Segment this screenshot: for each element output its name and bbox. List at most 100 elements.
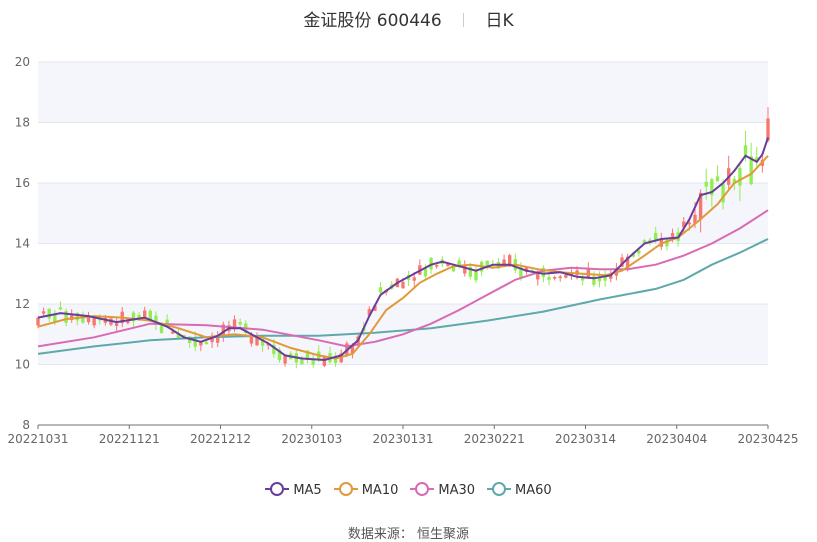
candle-body [536, 271, 540, 280]
chart-title: 金证股份 600446 日K [0, 6, 817, 31]
legend-item-ma10[interactable]: MA10 [333, 482, 399, 498]
grid-band [38, 183, 768, 244]
candle-body [75, 313, 79, 321]
grid-band [38, 62, 768, 123]
candle-body [463, 264, 467, 274]
data-source: 数据来源： 恒生聚源 [347, 527, 470, 542]
legend-swatch-icon [333, 482, 358, 496]
candle-body [429, 257, 433, 270]
candle-body [204, 341, 209, 345]
candle-body [581, 277, 585, 281]
candle-body [435, 265, 439, 267]
candle-body [311, 359, 315, 365]
candle-body [210, 335, 214, 343]
candle-body [457, 260, 461, 266]
candle-body [732, 178, 736, 184]
candle-body [502, 259, 506, 266]
candle-body [81, 317, 85, 323]
stock-name: 金证股份 [303, 11, 372, 31]
ma-line-ma10 [37, 155, 769, 360]
legend-item-ma30[interactable]: MA30 [410, 482, 475, 498]
candle-body [182, 335, 186, 337]
candle-body [378, 287, 383, 293]
candlestick-chart: 8 10 12 14 16 18 20 20221031 20221121 20221212 202… [7, 55, 798, 446]
candle-body [148, 310, 152, 321]
candle-body [238, 322, 242, 325]
y-tick-label: 10 [15, 358, 30, 372]
candle-body [665, 239, 669, 247]
x-tick-label: 20221212 [190, 432, 251, 446]
candle-body [47, 308, 51, 319]
x-tick-label: 20221031 [7, 432, 68, 446]
candle-body [474, 269, 478, 281]
candle-body [333, 358, 338, 363]
candle-body [485, 260, 489, 268]
candle-body [255, 336, 259, 346]
legend-swatch-icon [487, 482, 512, 496]
candle-body [193, 337, 197, 347]
x-tick-label: 20230221 [464, 432, 525, 446]
y-tick-label: 16 [15, 176, 30, 190]
candle-body [283, 356, 287, 364]
candle-body [547, 276, 551, 280]
legend-item-ma60[interactable]: MA60 [487, 482, 552, 498]
candle-body [41, 311, 46, 314]
candle-body [350, 345, 355, 354]
ma-line-ma60 [37, 238, 769, 355]
candle-body [446, 263, 450, 266]
candle-body [159, 322, 164, 334]
y-tick-label: 12 [15, 297, 30, 311]
candle-body [131, 312, 136, 322]
candle-body [682, 221, 686, 228]
legend-label: MA10 [361, 483, 399, 498]
candle-body [687, 222, 692, 225]
grid-layer [38, 61, 768, 426]
candle-body [64, 311, 68, 323]
candle-body [715, 176, 720, 182]
candle-body [451, 266, 456, 272]
y-tick-label: 14 [15, 237, 30, 251]
candle-body [693, 214, 697, 224]
legend-item-ma5[interactable]: MA5 [265, 482, 322, 498]
candle-body [698, 192, 703, 220]
candle-body [373, 305, 377, 311]
candle-body [710, 179, 714, 196]
ma-line-ma5 [37, 137, 769, 362]
title-divider [463, 13, 465, 27]
candle-body [625, 256, 630, 269]
candle-body [468, 266, 473, 277]
candle-body [524, 266, 529, 272]
y-tick-label: 20 [15, 55, 30, 69]
candle-body [552, 277, 557, 279]
candle-body [766, 118, 770, 141]
x-tick-label: 20230131 [372, 432, 433, 446]
legend-label: MA5 [293, 483, 322, 498]
legend-swatch-icon [265, 482, 290, 496]
axis-layer: 8 10 12 14 16 18 20 20221031 20221121 20221212 202… [7, 55, 798, 446]
candle-layer [36, 107, 770, 369]
candle-body [564, 274, 568, 278]
candle-body [592, 276, 596, 285]
ma-layer [37, 137, 769, 362]
candle-body [143, 310, 147, 317]
candle-body [176, 333, 181, 338]
x-tick-label: 20230425 [737, 432, 798, 446]
x-tick-label: 20230103 [281, 432, 342, 446]
x-tick-label: 20230314 [555, 432, 616, 446]
y-tick-label: 18 [15, 116, 30, 130]
period-label: 日K [485, 11, 514, 31]
candle-body [36, 317, 40, 326]
stock-code: 600446 [376, 11, 442, 31]
candle-body [277, 349, 282, 360]
candle-body [586, 267, 590, 278]
candle-body [637, 250, 641, 254]
candle-body [401, 281, 405, 289]
candle-body [412, 277, 416, 281]
x-tick-label: 20221121 [99, 432, 160, 446]
y-tick-label: 8 [22, 418, 30, 432]
candle-body [272, 344, 276, 355]
candle-body [620, 257, 624, 267]
candle-body [114, 323, 119, 327]
candle-body [300, 358, 304, 365]
candle-body [609, 275, 613, 279]
